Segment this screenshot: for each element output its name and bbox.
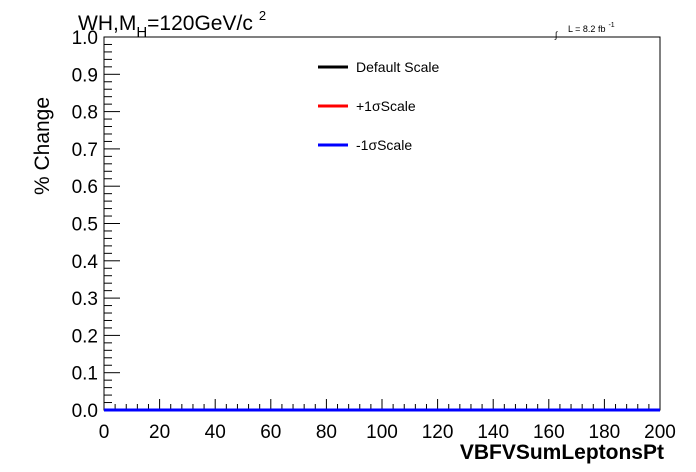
y-axis-label: % Change xyxy=(31,97,54,195)
title-main: WH,M xyxy=(78,12,136,35)
title-subscript: H xyxy=(136,24,147,41)
y-tick-label: 0.3 xyxy=(72,289,98,310)
y-tick-label: 1.0 xyxy=(72,28,98,49)
integral-symbol: ∫ xyxy=(554,30,559,40)
chart-title: WH,MH=120GeV/c 2 xyxy=(78,8,266,41)
x-tick-label: 100 xyxy=(366,422,398,443)
y-tick-label: 0.7 xyxy=(72,140,98,161)
x-tick-label: 0 xyxy=(99,422,110,443)
x-tick-label: 200 xyxy=(644,422,676,443)
y-tick-label: 0.0 xyxy=(72,401,98,422)
y-tick-label: 0.5 xyxy=(72,215,98,236)
y-tick-label: 0.9 xyxy=(72,65,98,86)
luminosity-text: L = 8.2 fb xyxy=(568,24,605,34)
x-tick-label: 40 xyxy=(205,422,226,443)
x-tick-label: 160 xyxy=(533,422,565,443)
y-tick-label: 0.2 xyxy=(72,326,98,347)
y-tick-label: 0.8 xyxy=(72,103,98,124)
x-tick-label: 60 xyxy=(260,422,281,443)
x-tick-label: 180 xyxy=(589,422,621,443)
plot-frame xyxy=(103,36,661,411)
luminosity-superscript: -1 xyxy=(608,22,614,29)
x-tick-label: 140 xyxy=(477,422,509,443)
x-tick-label: 20 xyxy=(149,422,170,443)
title-superscript: 2 xyxy=(259,8,266,23)
axes: 0 20 40 60 80 100 120 140 160 180 200 0.0 0.1 0.2 0.3 0… xyxy=(72,28,676,443)
title-rest: =120GeV/c xyxy=(147,12,253,35)
y-tick-label: 0.6 xyxy=(72,177,98,198)
y-tick-label: 0.1 xyxy=(72,364,98,385)
x-tick-label: 120 xyxy=(422,422,454,443)
x-axis-label: VBFVSumLeptonsPt xyxy=(460,441,664,464)
legend-label: Default Scale xyxy=(356,59,439,75)
legend-label: -1σScale xyxy=(356,137,412,153)
x-tick-label: 80 xyxy=(316,422,337,443)
legend: Default Scale +1σScale -1σScale xyxy=(318,59,439,153)
legend-label: +1σScale xyxy=(356,98,416,114)
y-tick-label: 0.4 xyxy=(72,252,99,273)
luminosity-label: L = 8.2 fb -1 xyxy=(568,22,615,34)
